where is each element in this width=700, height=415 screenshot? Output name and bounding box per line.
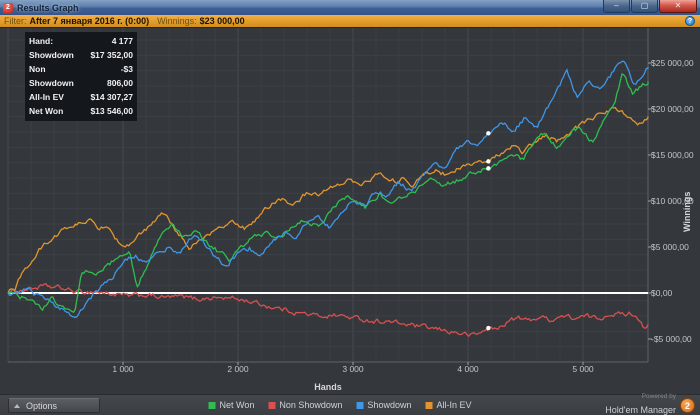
powered-by-label: Powered by — [641, 392, 676, 400]
window-title: Results Graph — [17, 2, 79, 13]
x-tick-label: 3 000 — [342, 364, 364, 374]
y-tick-label: $0,00 — [651, 288, 673, 298]
series-line-non-showdown — [7, 282, 649, 338]
winnings-label: Winnings: — [157, 16, 197, 26]
help-icon[interactable]: ? — [685, 16, 695, 26]
info-label: Non Showdown — [29, 64, 74, 88]
info-label: Showdown — [29, 50, 74, 60]
y-tick-label: $5 000,00 — [651, 242, 689, 252]
legend-item[interactable]: Showdown — [356, 400, 411, 410]
y-axis-title: Winnings — [682, 191, 692, 232]
hover-marker-showdown — [486, 131, 491, 136]
hover-marker-non-showdown — [486, 325, 491, 331]
options-arrow-icon — [14, 403, 20, 408]
filter-value: After 7 января 2016 г. (0:00) — [29, 16, 150, 26]
info-label: All-In EV — [29, 92, 64, 102]
title-bar[interactable]: 2 Results Graph – ▢ ✕ — [0, 0, 700, 15]
close-button[interactable]: ✕ — [659, 0, 697, 13]
info-value: $13 546,00 — [90, 106, 133, 116]
x-tick-label: 2 000 — [227, 364, 249, 374]
info-label: Hand: — [29, 36, 54, 46]
options-button[interactable]: Options — [8, 398, 100, 413]
info-row: Showdown $17 352,00 — [29, 48, 133, 62]
brand-label: Hold'em Manager — [605, 405, 676, 415]
legend-swatch-icon — [356, 401, 364, 409]
filter-label: Filter: — [4, 16, 27, 26]
hm2-badge-icon: 2 — [680, 398, 695, 413]
legend-label: Net Won — [219, 400, 255, 410]
winnings-value: $23 000,00 — [199, 16, 245, 26]
info-row: All-In EV $14 307,27 — [29, 90, 133, 104]
info-row: Hand: 4 177 — [29, 34, 133, 48]
filter-bar: Filter: After 7 января 2016 г. (0:00) Wi… — [0, 15, 700, 28]
legend-item[interactable]: All-In EV — [425, 400, 471, 410]
legend-item[interactable]: Non Showdown — [268, 400, 342, 410]
info-value: 4 177 — [111, 36, 133, 46]
hm2-app-icon: 2 — [3, 2, 13, 13]
series-line-all-in-ev — [7, 106, 649, 294]
minimize-button[interactable]: – — [603, 0, 630, 13]
y-tick-label: $10 000,00 — [651, 196, 694, 206]
legend-swatch-icon — [425, 401, 433, 409]
hover-marker-all-in-ev — [486, 159, 491, 164]
options-button-label: Options — [26, 400, 58, 411]
legend-swatch-icon — [208, 401, 216, 409]
y-tick-label: $15 000,00 — [651, 150, 694, 160]
hover-marker-net-won — [486, 166, 491, 171]
hover-info-box: Hand: 4 177 Showdown $17 352,00 Non Showdown… — [25, 32, 137, 121]
x-axis-title: Hands — [314, 382, 342, 392]
info-value: $14 307,27 — [90, 92, 133, 102]
info-row: Net Won $13 546,00 — [29, 104, 133, 118]
legend-label: Showdown — [367, 400, 412, 410]
x-tick-label: 1 000 — [112, 364, 134, 374]
x-tick-label: 5 000 — [572, 364, 594, 374]
info-row: Non Showdown -$3 806,00 — [29, 62, 133, 90]
legend-label: All-In EV — [436, 400, 472, 410]
bottom-bar: Options Net Won Non Showdown Showdown All-I… — [0, 392, 700, 415]
y-tick-label: -$5 000,00 — [651, 334, 692, 344]
legend-label: Non Showdown — [279, 400, 343, 410]
legend-swatch-icon — [268, 401, 276, 409]
series-line-showdown — [7, 60, 649, 319]
maximize-button[interactable]: ▢ — [631, 0, 658, 13]
y-tick-label: $25 000,00 — [651, 58, 694, 68]
legend-item[interactable]: Net Won — [208, 400, 255, 410]
info-label: Net Won — [29, 106, 64, 116]
y-tick-label: $20 000,00 — [651, 104, 694, 114]
series-line-net-won — [7, 73, 649, 314]
x-tick-label: 4 000 — [457, 364, 479, 374]
powered-by-block: Powered by Hold'em Manager 2 — [605, 392, 695, 415]
info-value: $17 352,00 — [90, 50, 133, 60]
info-value: -$3 806,00 — [107, 64, 133, 88]
chart-legend: Net Won Non Showdown Showdown All-In EV — [202, 400, 479, 410]
